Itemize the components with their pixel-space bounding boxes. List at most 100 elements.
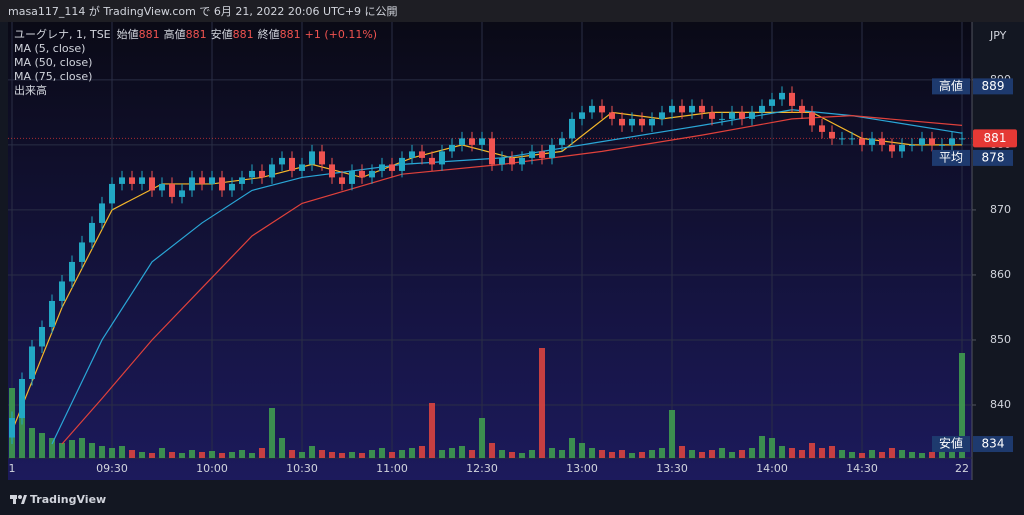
- candle-body: [799, 105, 805, 113]
- candle-body: [319, 151, 325, 165]
- volume-bar: [809, 443, 815, 458]
- volume-bar: [769, 438, 775, 458]
- ohlc-value: 881: [139, 28, 160, 41]
- candle-body: [39, 326, 45, 347]
- volume-bar: [39, 433, 45, 458]
- candle-body: [409, 151, 415, 158]
- badge: [973, 149, 1013, 166]
- volume-bar: [279, 438, 285, 458]
- volume-bar: [569, 438, 575, 458]
- ohlc-label: 高値: [164, 27, 186, 41]
- logo-part: [13, 495, 16, 504]
- candle-body: [739, 112, 745, 119]
- badge-value: 878: [982, 150, 1005, 164]
- ohlc-label: 終値: [258, 27, 280, 41]
- volume-bar: [669, 410, 675, 458]
- volume-bar: [119, 446, 125, 458]
- last-price-badge: [973, 129, 1017, 148]
- volume-bar: [849, 452, 855, 458]
- candle-body: [309, 151, 315, 165]
- candle-body: [449, 144, 455, 152]
- candle-body: [399, 157, 405, 171]
- volume-bar: [689, 450, 695, 458]
- x-tick-label: 14:30: [846, 462, 878, 475]
- candle-body: [159, 183, 165, 191]
- logo-part: [18, 495, 22, 499]
- candle-body: [949, 138, 955, 145]
- candle-body: [909, 144, 915, 146]
- volume-bar: [759, 436, 765, 458]
- volume-bar: [959, 353, 965, 458]
- candle-body: [479, 138, 485, 145]
- x-tick-label: 22: [955, 462, 969, 475]
- volume-bar: [59, 443, 65, 458]
- candle-body: [759, 105, 765, 113]
- volume-bar: [389, 452, 395, 458]
- volume-bar: [599, 450, 605, 458]
- volume-bar: [719, 448, 725, 458]
- candle-body: [219, 177, 225, 191]
- candle-body: [499, 157, 505, 165]
- volume-bar: [199, 452, 205, 458]
- badge: [932, 149, 970, 166]
- candle-body: [209, 177, 215, 184]
- volume-bar: [469, 450, 475, 458]
- candle-body: [259, 170, 265, 178]
- candle-body: [899, 144, 905, 152]
- candle-body: [589, 105, 595, 113]
- candle-body: [139, 177, 145, 184]
- candle-body: [129, 177, 135, 184]
- volume-bar: [79, 438, 85, 458]
- volume-bar: [519, 453, 525, 458]
- candle-body: [809, 112, 815, 126]
- volume-bar: [559, 450, 565, 458]
- candle-body: [889, 144, 895, 152]
- candle-body: [879, 138, 885, 145]
- candle-body: [439, 151, 445, 165]
- volume-bar: [259, 448, 265, 458]
- change: +1 (+0.11%): [305, 28, 377, 41]
- candle-body: [199, 177, 205, 184]
- y-tick-label: 860: [990, 268, 1011, 281]
- candle-body: [149, 177, 155, 191]
- candle-body: [89, 222, 95, 243]
- legend-symbol: ユーグレナ, 1, TSE 始値881 高値881 安値881 終値881 +1 (+0.…: [14, 27, 377, 41]
- volume-bar: [859, 453, 865, 458]
- volume-bar: [329, 452, 335, 458]
- volume-bar: [539, 348, 545, 458]
- volume-bar: [839, 450, 845, 458]
- volume-bar: [419, 446, 425, 458]
- volume-bar: [339, 453, 345, 458]
- volume-bar: [729, 452, 735, 458]
- candle-body: [679, 105, 685, 113]
- volume-bar: [129, 450, 135, 458]
- candle-body: [369, 170, 375, 178]
- volume-bar: [479, 418, 485, 458]
- legend-entry: 出来高: [14, 83, 47, 97]
- candle-body: [639, 118, 645, 126]
- candle-body: [389, 164, 395, 171]
- candle-body: [929, 138, 935, 145]
- volume-bar: [619, 450, 625, 458]
- candle-body: [329, 164, 335, 178]
- candle-body: [669, 105, 675, 113]
- volume-bar: [159, 448, 165, 458]
- volume-bar: [739, 450, 745, 458]
- candle-body: [19, 378, 25, 419]
- volume-bar: [29, 428, 35, 458]
- ohlc-value: 881: [280, 28, 301, 41]
- candle-body: [689, 105, 695, 113]
- candle-body: [279, 157, 285, 165]
- candle-body: [469, 138, 475, 145]
- candle-body: [539, 151, 545, 158]
- candle-body: [839, 138, 845, 140]
- volume-bar: [229, 452, 235, 458]
- volume-bar: [529, 450, 535, 458]
- volume-bar: [819, 448, 825, 458]
- candle-body: [649, 118, 655, 126]
- candle-body: [859, 138, 865, 145]
- volume-bar: [749, 448, 755, 458]
- candle-body: [379, 164, 385, 171]
- candle-body: [819, 125, 825, 132]
